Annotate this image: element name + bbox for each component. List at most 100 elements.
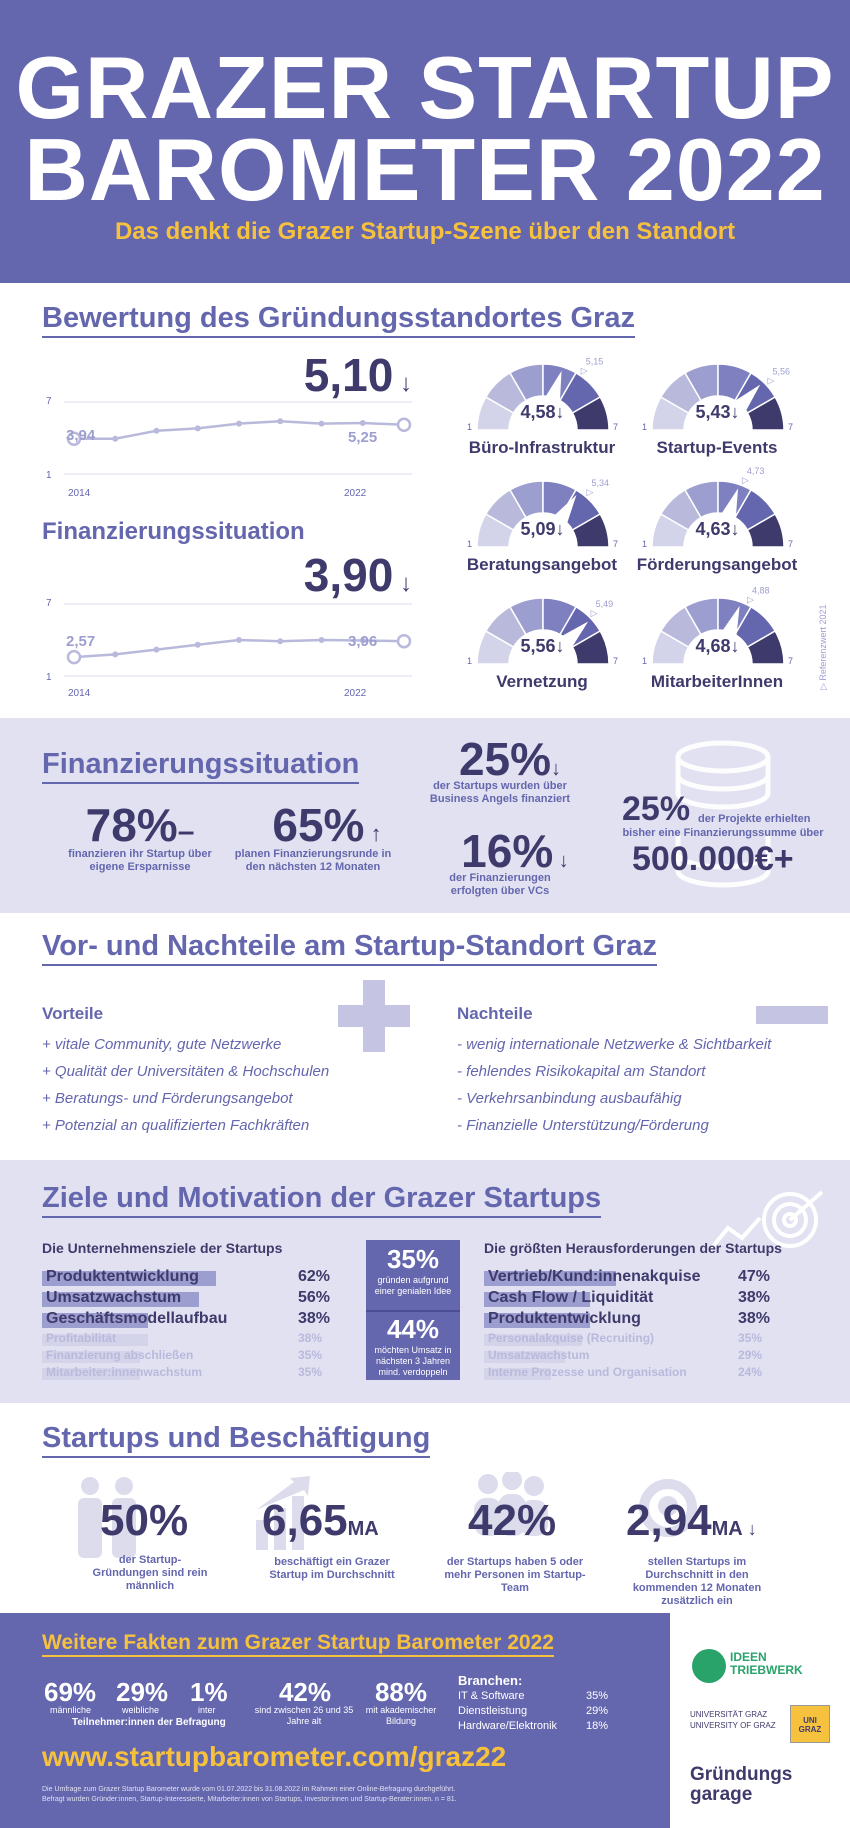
gauge-label: Förderungsangebot [636, 555, 798, 574]
cons-item: - Finanzielle Unterstützung/Förderung [457, 1117, 709, 1134]
footnote: Die Umfrage zum Grazer Startup Barometer… [42, 1785, 662, 1805]
trend-point [194, 425, 201, 432]
gauge-needle [554, 494, 577, 524]
goal-pct: 35% [298, 1365, 323, 1379]
financing-value-box: 3,90 ↓ [252, 548, 412, 602]
goal-pct: 35% [298, 1348, 323, 1362]
gauge-value: 5,43↓ [695, 402, 740, 422]
goal-pct: 38% [738, 1310, 771, 1327]
gauge-arc: ▷4,88 1 7 [642, 586, 793, 698]
website-link[interactable]: www.startupbarometer.com/graz22 [42, 1741, 507, 1772]
uni-graz-logo: UNIVERSITÄT GRAZ UNIVERSITY OF GRAZ [690, 1709, 776, 1731]
start-value-label: 3,94 [66, 427, 96, 444]
gauge-5: ▷ 4,88 1 7 4,68↓ MitarbeiterInnen [630, 584, 805, 701]
uni-graz-badge: UNI GRAZ [790, 1705, 830, 1743]
trend-point [318, 420, 325, 427]
uni-line-2: UNIVERSITY OF GRAZ [690, 1721, 776, 1730]
gauge-arc: ▷5,15 1 7 [467, 357, 618, 464]
down-arrow-icon: ↓ [742, 1519, 757, 1539]
own-funding-text: finanzieren ihr Startup über eigene Ersp… [68, 848, 212, 873]
trend-point [318, 637, 325, 643]
proscons-heading: Vor- und Nachteile am Startup-Standort G… [42, 930, 657, 966]
pros-item: + Beratungs- und Förderungsangebot [42, 1090, 293, 1107]
uni-line-1: UNIVERSITÄT GRAZ [690, 1710, 768, 1719]
financing-line-chart: 7 1 2,57 3,96 2014 2022 [46, 598, 412, 699]
ba-stat: 25%↓ [440, 732, 580, 786]
gauge-label: MitarbeiterInnen [650, 672, 784, 691]
goal-pct: 29% [738, 1348, 763, 1362]
branches-title: Branchen: [458, 1673, 523, 1688]
gauge-needle [562, 621, 589, 647]
gauge-ref-value: 4,88 [752, 586, 770, 596]
sum-text-2: bisher eine Finanzierungssumme über [622, 827, 824, 839]
title-line-2: BAROMETER 2022 [24, 120, 826, 219]
gauge-max-label: 7 [788, 539, 793, 549]
branch-pct: 29% [585, 1705, 608, 1717]
gauge-max-label: 7 [613, 422, 618, 432]
goal-label: Geschäftsmodellaufbau [46, 1310, 228, 1327]
hiring-stat: 2,94MA ↓ [626, 1496, 757, 1546]
gauge-ref-value: 5,15 [586, 357, 604, 367]
x-start-label: 2014 [68, 488, 91, 499]
gauge-label: Büro-Infrastruktur [468, 438, 616, 457]
gauge-ref-marker: ▷ [586, 487, 593, 497]
gauge-3: ▷ 4,73 1 7 4,63↓ Förderungsangebot [630, 466, 805, 584]
cons-item: - fehlendes Risikokapital am Standort [457, 1063, 706, 1080]
branch-row: Dienstleistung 29% [458, 1704, 608, 1719]
goal-label: Produktentwicklung [46, 1268, 199, 1285]
cons-item: - Verkehrsanbindung ausbaufähig [457, 1090, 682, 1107]
goal-bar [42, 1313, 148, 1328]
trend-point [153, 427, 160, 434]
idea-stat-box: 35% gründen aufgrund einer genialen Idee [366, 1240, 460, 1310]
gruendungsgarage-logo: Gründungs garage [690, 1765, 792, 1805]
ideen-triebwerk-logo: IDEEN TRIEBWERK [730, 1651, 803, 1677]
people-icon [78, 1477, 136, 1558]
round-text: planen Finanzierungsrunde in den nächste… [234, 848, 392, 873]
goal-pct: 62% [298, 1268, 331, 1285]
trend-point [112, 651, 119, 658]
branch-row: IT & Software 35% [458, 1689, 608, 1704]
cons-item: - wenig internationale Netzwerke & Sicht… [457, 1036, 772, 1053]
goal-bar [42, 1368, 140, 1380]
employees-stat: 6,65MA [262, 1496, 379, 1546]
gauge-min-label: 1 [467, 656, 472, 666]
hiring-text: stellen Startups im Durchschnitt in den … [632, 1556, 762, 1607]
trend-point [236, 637, 242, 643]
x-start-label: 2014 [68, 688, 91, 699]
team-value: 42% [468, 1496, 557, 1545]
down-arrow-icon: ↓ [551, 758, 562, 780]
gauge-value: 4,63↓ [695, 519, 740, 539]
trend-point [66, 649, 82, 665]
growth-chart-icon [256, 1476, 310, 1550]
minus-icon [756, 1006, 828, 1024]
female-pct: 29% [116, 1677, 169, 1707]
gauge-max-label: 7 [613, 656, 618, 666]
plus-icon [338, 980, 410, 1052]
idea-pct: 35% [386, 1244, 440, 1274]
edu-pct: 88% [374, 1677, 428, 1707]
pros-item: + vitale Community, gute Netzwerke [42, 1036, 282, 1053]
gauge-ref-marker: ▷ [742, 475, 749, 485]
branches-list: IT & Software 35% Dienstleistung 29% Hardw… [458, 1689, 608, 1734]
gauge-value: 5,09↓ [520, 519, 565, 539]
goals-left-title: Die Unternehmensziele der Startups [42, 1240, 283, 1256]
female-label: weibliche [122, 1705, 160, 1715]
goal-pct: 47% [738, 1268, 771, 1285]
cons-title: Nachteile [457, 1004, 533, 1023]
up-arrow-icon: ↑ [364, 821, 382, 846]
y-max-label: 7 [46, 598, 52, 609]
goal-label: Finanzierung abschließen [46, 1348, 194, 1362]
gauge-arc: ▷5,49 1 7 [467, 597, 618, 698]
goal-label: Personalakquise (Recruiting) [488, 1331, 655, 1345]
male-label: männliche [50, 1705, 92, 1715]
gauge-min-label: 1 [642, 422, 647, 432]
goal-bar [42, 1351, 140, 1363]
ba-pct: 25% [458, 733, 552, 785]
down-arrow-icon: ↓ [553, 850, 569, 872]
gauge-ref-marker: ▷ [767, 376, 774, 386]
gauge-min-label: 1 [642, 656, 647, 666]
gauge-ref-value: 5,34 [591, 478, 609, 488]
hiring-value: 2,94 [626, 1496, 712, 1545]
goal-bar [484, 1334, 582, 1346]
goal-label: Umsatzwachstum [488, 1348, 590, 1362]
